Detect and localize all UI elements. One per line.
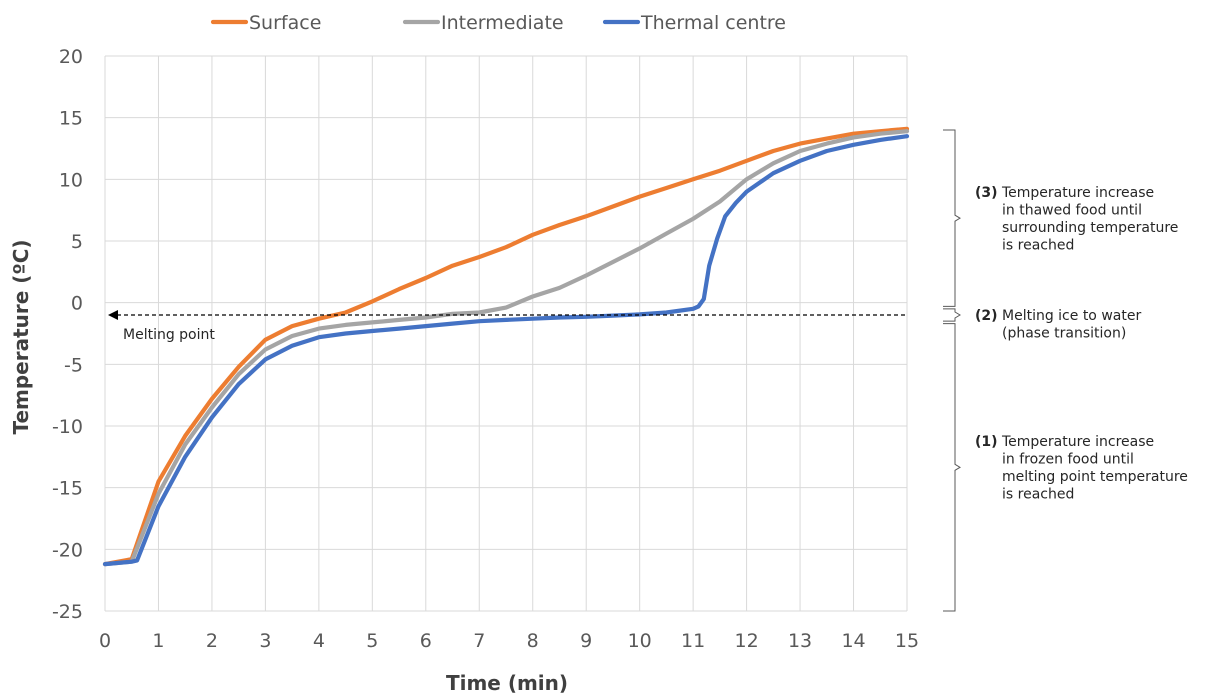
annotation-text-line: Melting ice to water (1002, 308, 1141, 324)
x-tick-label: 9 (580, 630, 592, 652)
series-line-surface (102, 126, 910, 567)
y-tick-label: 5 (71, 231, 83, 253)
annotation-text-line: melting point temperature (1002, 469, 1188, 485)
series-group (102, 126, 910, 567)
x-tick-label: 13 (788, 630, 812, 652)
x-tick-label: 5 (366, 630, 378, 652)
annotation-number: (1) (975, 434, 998, 450)
x-tick-label: 12 (735, 630, 759, 652)
annotation-text-line: in thawed food until (1002, 202, 1142, 218)
y-tick-label: 20 (59, 46, 83, 68)
y-tick-label: -10 (52, 416, 83, 438)
x-tick-label: 10 (628, 630, 652, 652)
x-tick-label: 8 (527, 630, 539, 652)
y-tick-label: 0 (71, 293, 83, 315)
legend-label: Intermediate (441, 12, 564, 34)
y-tick-label: -5 (64, 354, 83, 376)
x-tick-label: 2 (206, 630, 218, 652)
grid (104, 55, 908, 612)
x-tick-label: 0 (99, 630, 111, 652)
y-tick-label: -25 (52, 601, 83, 623)
x-axis-title: Time (min) (446, 671, 568, 695)
annotation-text-line: is reached (1002, 237, 1074, 253)
x-tick-label: 3 (259, 630, 271, 652)
annotation-text-line: surrounding temperature (1002, 220, 1178, 236)
melting-point-label: Melting point (123, 327, 215, 343)
annotation-text-line: Temperature increase (1001, 185, 1154, 201)
x-tick-label: 1 (152, 630, 164, 652)
melting-point-arrowhead (108, 310, 118, 320)
annotation-text-line: in frozen food until (1002, 452, 1134, 468)
y-tick-label: 10 (59, 169, 83, 191)
y-axis-title: Temperature (ºC) (9, 239, 33, 434)
melting-point-line-group: Melting point (108, 310, 907, 343)
annotation-number: (2) (975, 308, 998, 324)
series-line-thermal-centre (102, 134, 910, 567)
y-tick-label: -20 (52, 539, 83, 561)
x-tick-label: 14 (841, 630, 865, 652)
annotation-bracket (943, 129, 961, 307)
annotation-text-line: Temperature increase (1001, 434, 1154, 450)
annotation-text-line: is reached (1002, 487, 1074, 503)
y-tick-label: 15 (59, 108, 83, 130)
legend-label: Thermal centre (640, 12, 786, 34)
series-line-intermediate (102, 129, 910, 567)
legend: Surface Intermediate Thermal centre (210, 12, 786, 34)
x-tick-label: 15 (895, 630, 919, 652)
x-tick-label: 11 (681, 630, 705, 652)
legend-label: Surface (249, 12, 321, 34)
x-tick-label: 7 (473, 630, 485, 652)
x-tick-label: 6 (420, 630, 432, 652)
annotation-bracket (943, 308, 961, 322)
x-tick-label: 4 (313, 630, 325, 652)
annotation-number: (3) (975, 185, 998, 201)
y-tick-label: -15 (52, 478, 83, 500)
annotation-text-line: (phase transition) (1002, 326, 1126, 342)
annotation-bracket (943, 323, 961, 612)
